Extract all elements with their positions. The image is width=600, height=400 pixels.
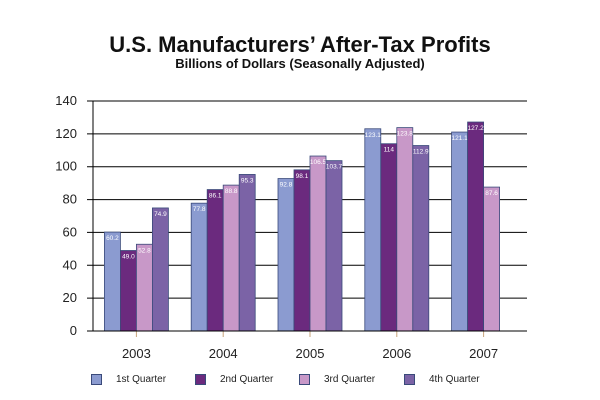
y-tick-label: 120 bbox=[55, 126, 77, 141]
x-tick-label: 2006 bbox=[382, 346, 411, 361]
bar bbox=[396, 127, 414, 332]
data-label: 95.3 bbox=[241, 177, 254, 184]
data-label: 60.2 bbox=[106, 235, 119, 242]
bar bbox=[206, 189, 224, 332]
data-label: 127.2 bbox=[467, 125, 484, 132]
data-label: 74.9 bbox=[154, 211, 167, 218]
data-label: 121.1 bbox=[451, 135, 468, 142]
data-label: 77.8 bbox=[193, 206, 206, 213]
bar bbox=[120, 250, 137, 332]
y-tick-label: 20 bbox=[63, 290, 77, 305]
y-tick-label: 40 bbox=[63, 257, 77, 272]
legend-swatch bbox=[404, 374, 415, 385]
y-tick-label: 0 bbox=[70, 323, 77, 338]
legend-swatch bbox=[91, 374, 102, 385]
legend-label: 4th Quarter bbox=[429, 374, 480, 385]
bar bbox=[238, 174, 256, 332]
bar bbox=[151, 207, 169, 332]
x-tick-label: 2005 bbox=[296, 346, 325, 361]
data-label: 103.7 bbox=[326, 164, 343, 171]
y-tick-label: 100 bbox=[55, 159, 77, 174]
legend-item: 1st Quarter bbox=[91, 374, 166, 385]
legend-label: 2nd Quarter bbox=[220, 374, 274, 385]
bar bbox=[412, 145, 430, 332]
bar bbox=[277, 178, 295, 332]
data-label: 106.5 bbox=[310, 159, 327, 166]
bar bbox=[293, 169, 311, 332]
x-tick-label: 2004 bbox=[209, 346, 238, 361]
bar bbox=[451, 131, 469, 332]
legend-swatch bbox=[195, 374, 206, 385]
bar bbox=[104, 231, 121, 332]
data-label: 49.0 bbox=[122, 254, 135, 261]
data-label: 112.9 bbox=[413, 149, 429, 156]
x-tick-label: 2003 bbox=[122, 346, 151, 361]
data-label: 86.1 bbox=[209, 193, 222, 200]
y-tick-label: 80 bbox=[63, 192, 77, 207]
bar bbox=[364, 128, 382, 332]
data-label: 123.8 bbox=[397, 131, 414, 138]
y-tick-label: 60 bbox=[63, 224, 77, 239]
data-label: 114 bbox=[384, 147, 395, 154]
bar bbox=[222, 184, 240, 332]
legend-label: 3rd Quarter bbox=[324, 374, 376, 385]
data-label: 98.1 bbox=[296, 173, 309, 180]
x-tick-label: 2007 bbox=[469, 346, 498, 361]
bar bbox=[380, 143, 398, 332]
bar bbox=[467, 121, 485, 332]
bar bbox=[190, 202, 208, 332]
legend-swatch bbox=[299, 374, 310, 385]
chart-subtitle: Billions of Dollars (Seasonally Adjusted… bbox=[175, 56, 425, 71]
data-label: 52.8 bbox=[138, 247, 151, 254]
data-label: 88.8 bbox=[225, 188, 238, 195]
bar bbox=[483, 186, 501, 332]
bar bbox=[309, 155, 327, 332]
data-label: 92.8 bbox=[280, 182, 293, 189]
data-label: 123.1 bbox=[365, 132, 382, 139]
chart-title: U.S. Manufacturers’ After-Tax Profits bbox=[109, 32, 491, 57]
legend-item: 3rd Quarter bbox=[299, 374, 375, 385]
legend-item: 2nd Quarter bbox=[195, 374, 273, 385]
data-label: 87.6 bbox=[485, 190, 498, 197]
bar bbox=[325, 160, 343, 332]
y-tick-label: 140 bbox=[55, 93, 77, 108]
legend-item: 4th Quarter bbox=[404, 374, 480, 385]
bar bbox=[135, 243, 153, 332]
legend-label: 1st Quarter bbox=[116, 374, 167, 385]
